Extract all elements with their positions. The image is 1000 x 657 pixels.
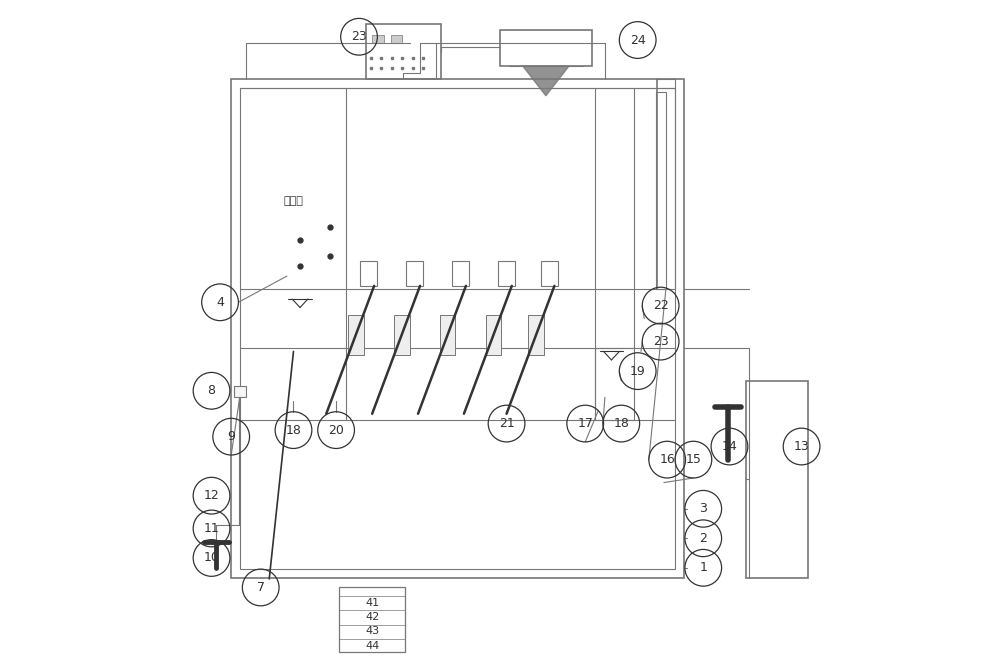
Text: 18: 18 — [613, 417, 629, 430]
Text: 42: 42 — [365, 612, 379, 622]
Bar — [498, 261, 515, 286]
Text: 44: 44 — [365, 641, 379, 651]
Text: 2: 2 — [699, 532, 707, 545]
Bar — [231, 79, 684, 578]
Text: 3: 3 — [699, 503, 707, 515]
Text: 7: 7 — [257, 581, 265, 594]
Text: 23: 23 — [351, 30, 367, 43]
Bar — [656, 93, 666, 289]
Text: 16: 16 — [659, 453, 675, 466]
Bar — [406, 261, 423, 286]
Bar — [500, 30, 592, 66]
Text: 11: 11 — [204, 522, 219, 535]
Text: 21: 21 — [499, 417, 514, 430]
Text: 9: 9 — [227, 430, 235, 443]
Text: 10: 10 — [204, 551, 219, 564]
Bar — [339, 587, 405, 652]
Text: 12: 12 — [204, 489, 219, 502]
Bar — [348, 315, 364, 355]
Bar — [360, 261, 377, 286]
Bar — [394, 315, 410, 355]
Text: 24: 24 — [630, 34, 646, 47]
Text: 22: 22 — [653, 299, 668, 312]
Text: 14: 14 — [722, 440, 737, 453]
Bar — [372, 35, 384, 43]
Text: 4: 4 — [216, 296, 224, 309]
Polygon shape — [523, 66, 569, 96]
Text: 1: 1 — [699, 561, 707, 574]
Text: 18: 18 — [286, 424, 301, 437]
Bar — [528, 315, 544, 355]
Text: 8: 8 — [208, 384, 216, 397]
Text: 41: 41 — [365, 598, 379, 608]
Bar — [240, 88, 675, 569]
Bar — [366, 24, 441, 79]
Bar — [452, 261, 469, 286]
Text: 13: 13 — [794, 440, 809, 453]
Text: 17: 17 — [577, 417, 593, 430]
Text: 围护桩: 围护桩 — [284, 196, 303, 206]
Bar — [746, 381, 808, 578]
Text: 20: 20 — [328, 424, 344, 437]
Bar — [595, 348, 634, 420]
Text: 15: 15 — [685, 453, 701, 466]
Bar — [440, 315, 455, 355]
Text: 19: 19 — [630, 365, 646, 378]
Bar — [486, 315, 501, 355]
Bar — [541, 261, 558, 286]
Text: 23: 23 — [653, 335, 668, 348]
Bar — [391, 35, 402, 43]
Bar — [234, 386, 246, 397]
Text: 43: 43 — [365, 626, 379, 637]
